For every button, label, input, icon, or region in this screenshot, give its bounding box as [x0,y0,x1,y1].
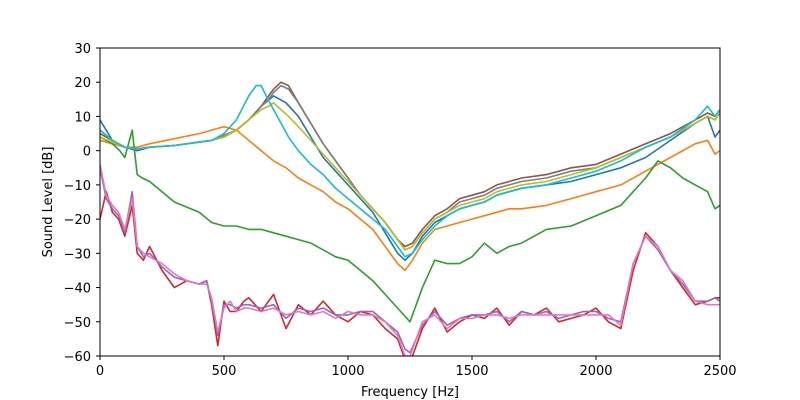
y-axis-label: Sound Level [dB] [41,147,56,258]
x-tick-label: 0 [96,364,104,379]
x-tick-label: 2500 [703,364,736,379]
x-tick-label: 1000 [331,364,364,379]
series-line-6 [100,81,720,248]
y-tick-label: −20 [64,213,91,228]
y-tick-label: −30 [64,247,91,262]
series-line-1 [100,95,720,262]
series-line-9 [100,102,720,251]
series-line-8 [100,84,720,251]
series-line-10 [100,84,720,258]
y-tick-label: 10 [74,110,91,125]
x-ticks: 0 500 1000 1500 2000 2500 [96,356,737,379]
x-tick-label: 500 [212,364,237,379]
series-layer [100,81,720,356]
y-tick-label: 0 [83,145,91,160]
y-tick-label: −50 [64,316,91,331]
series-line-5 [100,167,720,354]
x-tick-label: 1500 [455,364,488,379]
y-tick-label: −40 [64,282,91,297]
plot-frame [99,47,721,357]
series-line-7 [100,164,720,356]
y-ticks: −60 −50 −40 −30 −20 −10 0 10 20 30 [64,42,100,365]
x-tick-label: 2000 [579,364,612,379]
series-line-2 [100,125,720,272]
series-line-3 [100,129,720,323]
series-line-4 [100,190,720,356]
y-tick-label: −10 [64,179,91,194]
y-tick-label: 30 [74,42,91,57]
y-tick-label: 20 [74,76,91,91]
y-tick-label: −60 [64,350,91,365]
x-axis-label: Frequency [Hz] [361,385,459,400]
